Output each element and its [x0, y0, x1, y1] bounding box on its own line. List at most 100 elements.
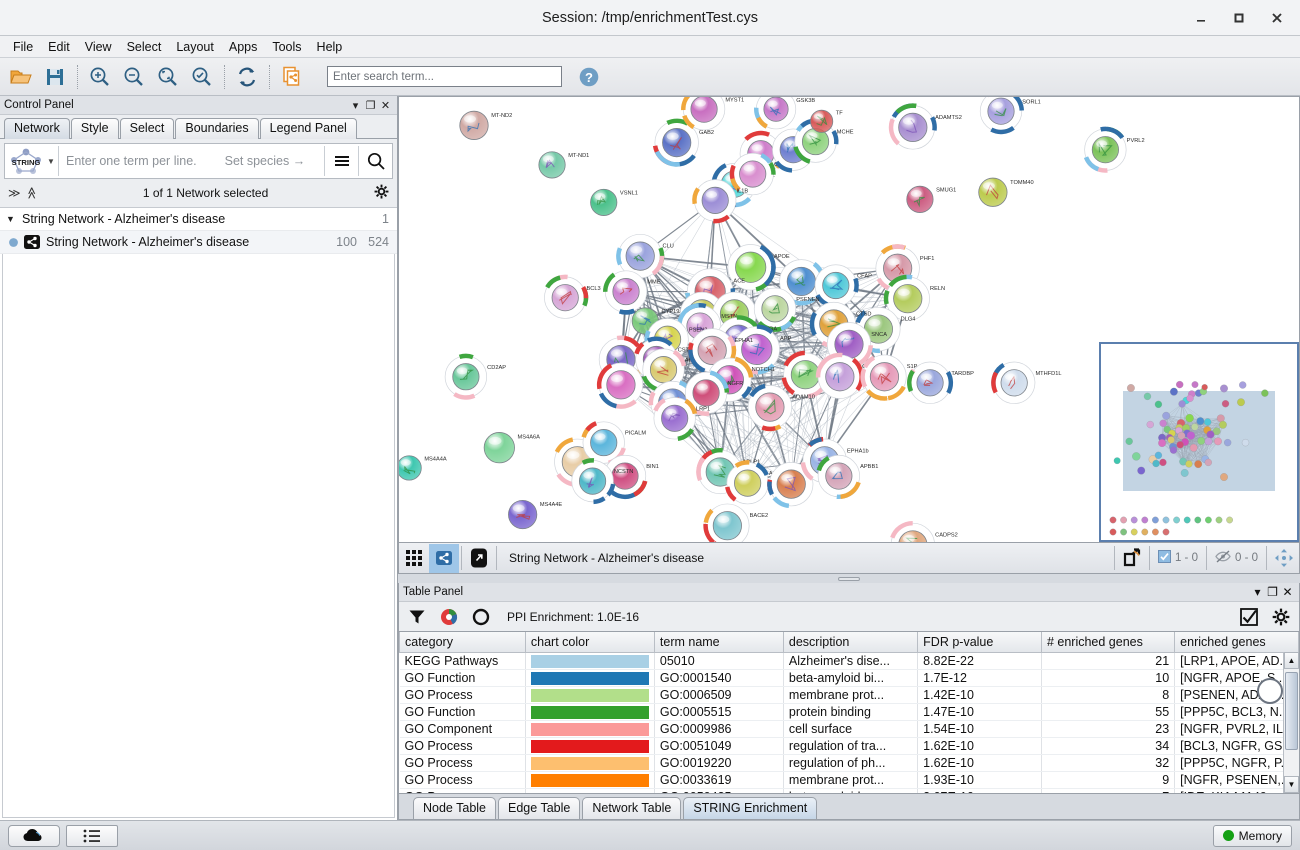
menu-select[interactable]: Select	[126, 39, 162, 54]
menu-layout[interactable]: Layout	[176, 39, 214, 54]
tab-legend-panel[interactable]: Legend Panel	[259, 118, 357, 139]
pie-chart-icon[interactable]	[437, 605, 461, 629]
network-node[interactable]: PVRL2	[1083, 126, 1145, 173]
close-panel-icon[interactable]: ✕	[1282, 585, 1293, 599]
network-graph[interactable]: MT-ND2MT-ND1VSNL1GAB2MYST1TREM2PICALM1CH…	[399, 97, 1299, 543]
float-panel-icon[interactable]: ❐	[1267, 585, 1278, 599]
table-vertical-scrollbar[interactable]: ▲ ▼	[1283, 652, 1299, 793]
network-node[interactable]: MT-ND1	[538, 151, 589, 179]
network-node[interactable]: CYP19A1	[631, 307, 686, 335]
network-node[interactable]: PPP5C	[596, 362, 662, 409]
scrollbar-thumb[interactable]	[1285, 672, 1298, 750]
network-node[interactable]: CADPS2	[890, 520, 958, 543]
export-image-icon[interactable]	[1117, 544, 1147, 573]
network-node[interactable]: PICALM	[581, 421, 646, 465]
network-node[interactable]: SMUG1	[906, 185, 957, 213]
collapse-all-icon[interactable]: ≫	[8, 186, 21, 200]
network-node[interactable]: BIN1	[603, 454, 659, 500]
cloud-icon[interactable]	[8, 824, 60, 847]
network-node[interactable]: RELN	[883, 274, 945, 321]
table-row[interactable]: GO Process GO:0019220 regulation of ph... 1…	[399, 754, 1299, 772]
set-species-link[interactable]: Set species →	[224, 154, 306, 168]
chevron-down-icon[interactable]: ▾	[1254, 585, 1261, 599]
network-node[interactable]: BCL3	[544, 274, 601, 319]
detach-view-icon[interactable]	[464, 544, 494, 573]
refresh-icon[interactable]	[230, 61, 264, 93]
menu-tools[interactable]: Tools	[272, 39, 302, 54]
gear-icon[interactable]	[374, 184, 389, 202]
network-node[interactable]: CHAT	[729, 152, 790, 196]
memory-status-button[interactable]: Memory	[1212, 824, 1292, 847]
enrichment-table-wrapper[interactable]: category chart color term name descripti…	[399, 631, 1299, 793]
network-node[interactable]: MS4A6A	[483, 432, 540, 464]
tab-network[interactable]: Network	[4, 118, 70, 139]
minimize-icon[interactable]	[1182, 3, 1220, 33]
float-panel-icon[interactable]: ❐	[365, 99, 376, 112]
scroll-up-icon[interactable]: ▲	[1284, 652, 1299, 669]
tab-network-table[interactable]: Network Table	[582, 797, 682, 819]
network-node[interactable]: MT-ND2	[459, 110, 512, 140]
help-icon[interactable]: ?	[576, 64, 602, 90]
network-node[interactable]: MME	[603, 270, 661, 315]
gear-icon[interactable]	[1269, 605, 1293, 629]
network-node[interactable]: MTHFD1L	[991, 361, 1062, 404]
network-node[interactable]: CFAP	[814, 264, 872, 309]
tab-boundaries[interactable]: Boundaries	[175, 118, 259, 139]
col-chart-color[interactable]: chart color	[524, 632, 655, 653]
menu-file[interactable]: File	[13, 39, 34, 54]
tab-style[interactable]: Style	[70, 118, 119, 139]
col-enriched-genes[interactable]: enriched genes	[1174, 632, 1299, 653]
col-category[interactable]: category	[399, 632, 526, 653]
task-list-icon[interactable]	[66, 824, 118, 847]
col-description[interactable]: description	[782, 632, 919, 653]
table-row[interactable]: KEGG Pathways 05010 Alzheimer's dise... 8.8…	[399, 652, 1299, 670]
tree-network-row[interactable]: String Network - Alzheimer's disease 100…	[0, 231, 397, 254]
network-node[interactable]: NCSTN	[571, 458, 634, 505]
birds-eye-view[interactable]	[1099, 342, 1299, 542]
tree-root-row[interactable]: ▼ String Network - Alzheimer's disease 1	[0, 208, 397, 231]
save-icon[interactable]	[38, 61, 72, 93]
hidden-nodes-counter[interactable]: 0 - 0	[1209, 550, 1264, 566]
grid-view-icon[interactable]	[399, 544, 429, 573]
col-enriched-count[interactable]: # enriched genes	[1040, 632, 1176, 653]
chevron-down-icon[interactable]: ▼	[47, 156, 55, 166]
tab-node-table[interactable]: Node Table	[413, 797, 497, 819]
selected-nodes-counter[interactable]: 1 - 0	[1152, 550, 1204, 566]
network-node[interactable]: GSK3B	[754, 97, 815, 130]
tab-edge-table[interactable]: Edge Table	[498, 797, 581, 819]
menu-apps[interactable]: Apps	[228, 39, 258, 54]
network-node[interactable]: CD2AP	[444, 353, 506, 400]
tab-string-enrichment[interactable]: STRING Enrichment	[683, 797, 818, 819]
chevron-down-icon[interactable]: ▾	[352, 99, 359, 112]
network-node[interactable]: MYST1	[681, 97, 744, 131]
table-row[interactable]: GO Function GO:0001540 beta-amyloid bi... 1…	[399, 669, 1299, 687]
string-term-input[interactable]: Enter one term per line. Set species →	[59, 154, 324, 168]
maximize-icon[interactable]	[1220, 3, 1258, 33]
menu-help[interactable]: Help	[316, 39, 343, 54]
network-node[interactable]: CLU	[616, 233, 674, 279]
table-row[interactable]: GO Process GO:0051049 regulation of tra...…	[399, 737, 1299, 755]
network-node[interactable]: MS4A4A	[399, 455, 447, 481]
table-row[interactable]: GO Process GO:0006509 membrane prot... 1.42…	[399, 686, 1299, 704]
network-node[interactable]: ADAMTS2	[888, 103, 962, 150]
network-canvas[interactable]: MT-ND2MT-ND1VSNL1GAB2MYST1TREM2PICALM1CH…	[398, 96, 1300, 543]
network-nodes[interactable]: MT-ND2MT-ND1VSNL1GAB2MYST1TREM2PICALM1CH…	[399, 97, 1145, 543]
network-node[interactable]: TF	[810, 109, 843, 133]
zoom-in-icon[interactable]	[83, 61, 117, 93]
select-all-icon[interactable]	[1237, 605, 1261, 629]
network-node[interactable]: ADAM10	[747, 383, 815, 432]
scroll-down-icon[interactable]: ▼	[1284, 776, 1299, 793]
menu-edit[interactable]: Edit	[48, 39, 70, 54]
close-panel-icon[interactable]: ✕	[380, 99, 391, 112]
zoom-selected-icon[interactable]	[185, 61, 219, 93]
network-node[interactable]: IL1B	[692, 179, 748, 224]
network-node[interactable]: IDE	[767, 462, 823, 509]
tab-select[interactable]: Select	[119, 118, 175, 139]
zoom-out-icon[interactable]	[117, 61, 151, 93]
network-node[interactable]: EPHA1	[688, 328, 753, 373]
col-fdr[interactable]: FDR p-value	[917, 632, 1042, 653]
open-folder-icon[interactable]	[4, 61, 38, 93]
expand-triangle-icon[interactable]: ▼	[6, 214, 15, 224]
network-node[interactable]: VSNL1	[590, 188, 638, 216]
hamburger-icon[interactable]	[325, 153, 358, 169]
